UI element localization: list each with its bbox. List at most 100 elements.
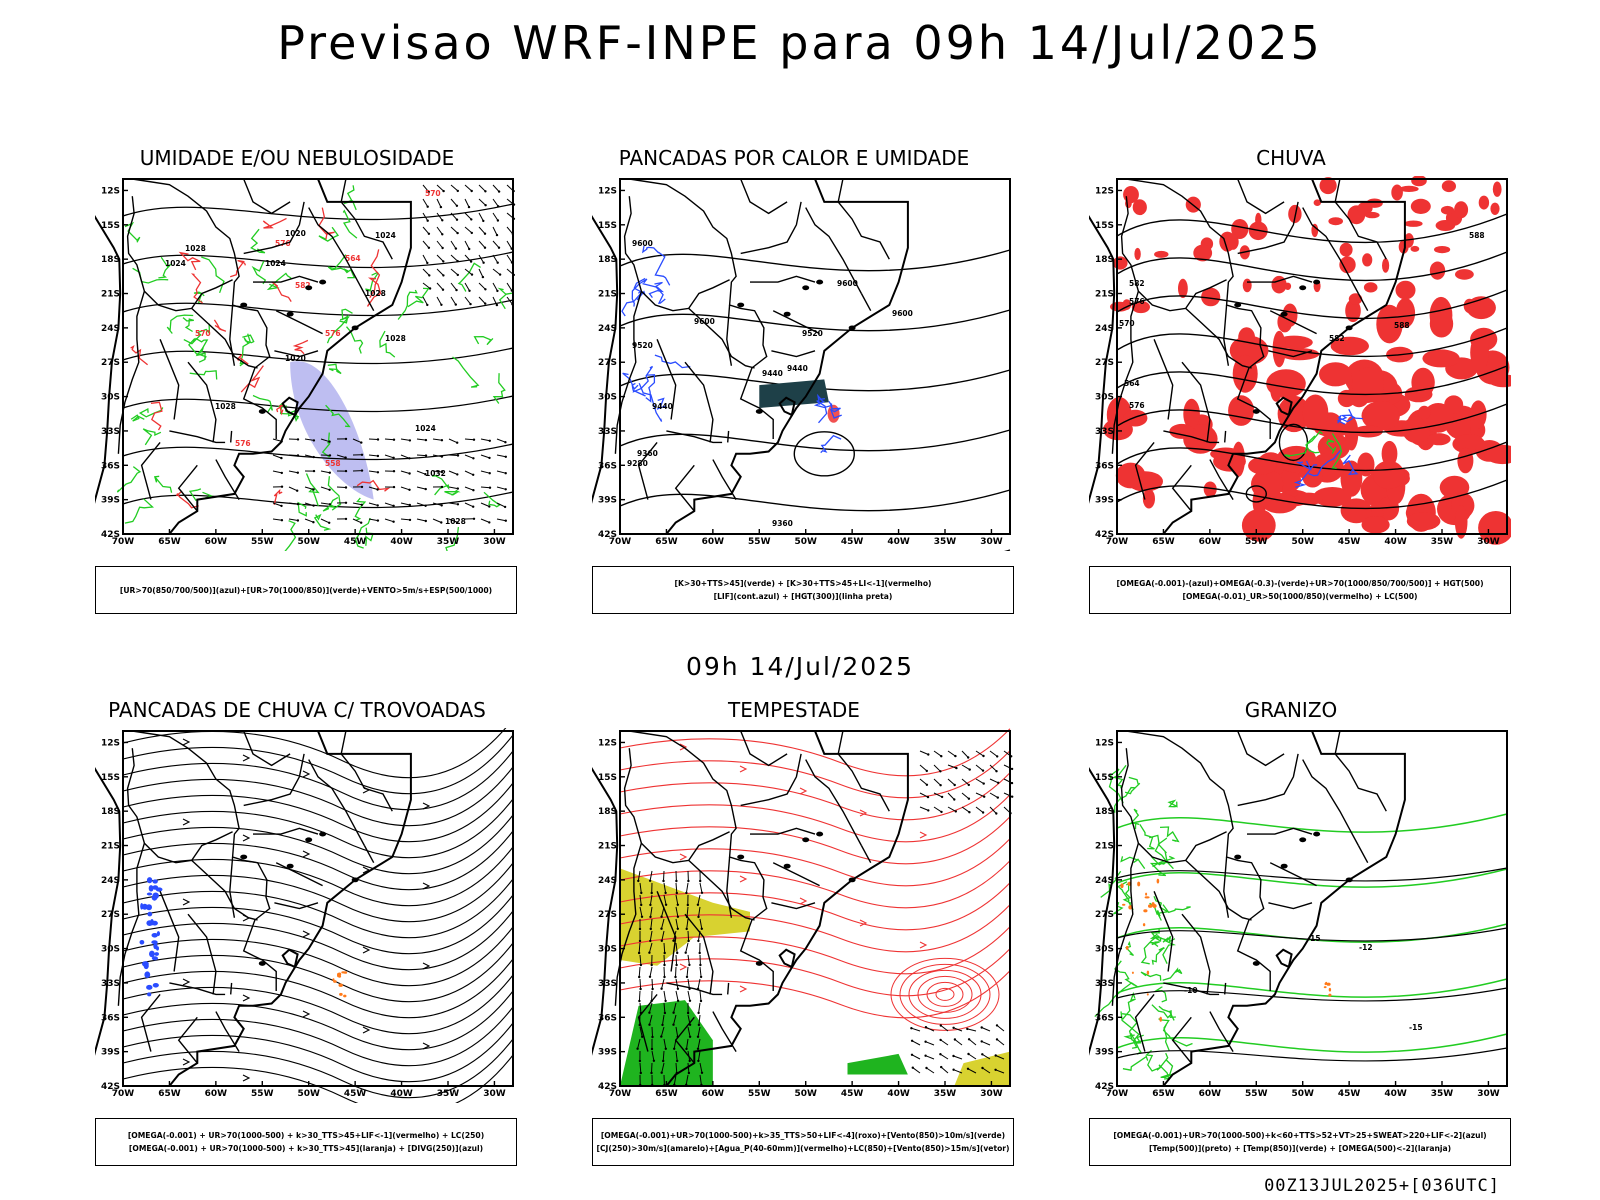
lake-mark <box>1234 854 1242 860</box>
rain-area <box>1395 298 1416 328</box>
wind-vector-head <box>488 439 491 442</box>
lon-tick-label: 40W <box>1384 537 1407 547</box>
wind-vector <box>919 792 929 798</box>
lat-tick-label: 36S <box>1095 1013 1114 1023</box>
border-line <box>674 1016 695 1064</box>
wind-vector <box>961 750 969 758</box>
lat-tick-label: 15S <box>1095 773 1114 783</box>
instability-area <box>827 404 840 423</box>
wind-vector <box>953 1055 963 1060</box>
border-line <box>1185 307 1252 369</box>
instability-mark <box>343 994 347 998</box>
wind-vector <box>650 906 653 917</box>
wind-vector-head <box>472 505 475 508</box>
rain-area <box>1313 487 1352 507</box>
wind-vector-head <box>392 456 395 459</box>
wind-vector-head <box>455 204 459 207</box>
temp850-contour <box>1130 808 1140 830</box>
lon-tick-label: 35W <box>437 1089 460 1099</box>
omega-contour <box>1337 408 1354 424</box>
contour-label: 9520 <box>632 341 653 350</box>
wind-vector <box>368 518 378 522</box>
lake-mark <box>1234 302 1242 308</box>
wind-vector <box>496 438 506 443</box>
border-line <box>230 430 233 443</box>
panel-chuva: CHUVA 588 582 576 570 564 576 582 588 12S 15S 18S 2… <box>1061 146 1521 636</box>
wind-vector <box>989 778 999 784</box>
lon-tick-label: 35W <box>934 1089 957 1099</box>
lat-tick-label: 15S <box>101 221 120 231</box>
wind-vector-head <box>280 456 283 460</box>
wind-vector <box>432 518 442 523</box>
wind-vector-head <box>424 504 427 507</box>
wind-vector <box>687 1062 690 1074</box>
divergence-mark <box>148 885 154 892</box>
wind-vector <box>464 198 470 208</box>
wind-vector <box>422 198 429 207</box>
humidity-contour <box>492 373 506 404</box>
wind-vector-head <box>426 219 429 222</box>
temp850-contour <box>1116 868 1508 888</box>
streamline <box>122 766 514 827</box>
streamline-arrow <box>242 754 251 762</box>
border-line <box>243 201 305 255</box>
coastline-west <box>1089 766 1116 1056</box>
rain-area <box>1248 456 1277 475</box>
contour-label: 564 <box>1124 379 1140 388</box>
map-border <box>122 178 514 535</box>
border-line <box>308 207 366 294</box>
thickness-contour <box>271 281 292 302</box>
wind-vector <box>464 212 472 220</box>
wind-vector <box>448 502 458 505</box>
border-line <box>688 859 755 921</box>
hgt500-contour <box>1116 365 1508 396</box>
lake-mark <box>755 961 763 966</box>
divergence-mark <box>154 952 159 956</box>
wind-vector-head <box>360 521 363 524</box>
humidity-contour <box>457 262 481 292</box>
legend-line: [CJ(250)>30m/s](amarelo)+[Agua_P(40-60mm… <box>596 1144 1010 1153</box>
wind-vector <box>649 930 653 941</box>
wind-vector <box>675 990 679 1001</box>
lon-tick-label: 35W <box>1431 1089 1454 1099</box>
omega-mark <box>1142 923 1146 927</box>
humidity-contour <box>325 404 351 428</box>
border-line <box>1153 339 1174 420</box>
temp850-contour <box>1122 882 1132 904</box>
wind-vector <box>649 894 653 905</box>
border-line <box>666 982 723 996</box>
contour-label: 588 <box>1469 231 1485 240</box>
wind-vector <box>436 198 442 208</box>
thickness-contour <box>240 365 264 393</box>
lake-mark <box>351 877 359 883</box>
lat-tick-label: 30S <box>101 945 120 955</box>
wind-vector-head <box>663 963 666 967</box>
lon-tick-label: 45W <box>841 1089 864 1099</box>
wind-vector-head <box>439 205 443 209</box>
wind-vector-head <box>392 470 396 473</box>
wind-vector-head <box>699 975 703 979</box>
lif-contour <box>654 251 671 286</box>
lat-tick-label: 39S <box>598 1048 617 1058</box>
wind-vector <box>496 502 506 508</box>
humidity-contour <box>318 226 340 242</box>
streamline-arrow <box>182 738 191 746</box>
wind-vector-head <box>360 485 364 489</box>
streamline-arrow <box>422 802 431 810</box>
rain-area <box>1391 184 1403 201</box>
lat-tick-label: 30S <box>598 945 617 955</box>
streamline <box>122 1038 514 1099</box>
rain-area <box>1238 327 1255 348</box>
border-line <box>1171 1016 1192 1064</box>
legend-line: [UR>70(850/700/500)](azul)+[UR>70(1000/8… <box>119 585 493 595</box>
wind-vector-head <box>697 1023 701 1027</box>
temp850-contour <box>1140 934 1160 965</box>
rain-area <box>1344 416 1359 451</box>
wind-vector-head <box>472 489 475 492</box>
wind-vector <box>996 1025 1005 1032</box>
wind-vector-head <box>981 1053 984 1056</box>
panel-title: CHUVA <box>1256 146 1326 170</box>
panel-legend: [OMEGA(-0.001) + UR>70(1000-500) + k>30_… <box>95 1118 517 1166</box>
wind-vector-head <box>939 1038 942 1042</box>
wind-vector-head <box>994 1054 997 1057</box>
